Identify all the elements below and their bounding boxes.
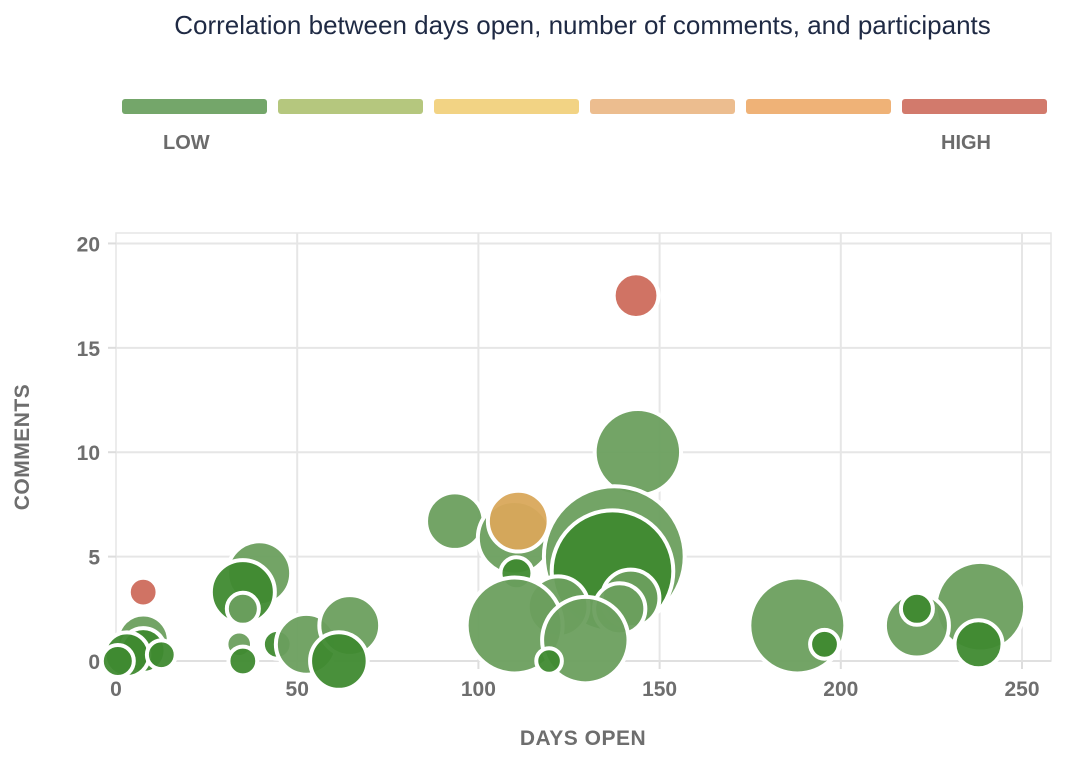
data-point	[424, 490, 486, 552]
x-tick-label: 50	[286, 678, 309, 701]
data-point	[592, 407, 684, 498]
legend-swatch-2	[278, 99, 423, 114]
data-point	[611, 271, 661, 321]
data-point	[808, 627, 841, 661]
tick-labels: 0 50 100 150 200 250 0 5 10 15 20	[77, 233, 1040, 701]
data-point	[485, 488, 551, 554]
legend-high-label: HIGH	[941, 132, 991, 154]
data-point	[898, 590, 935, 627]
legend-swatch-6	[902, 99, 1047, 114]
y-tick-label: 15	[77, 338, 101, 361]
x-axis-title: DAYS OPEN	[520, 727, 646, 750]
data-point	[952, 618, 1005, 671]
x-tick-label: 150	[642, 678, 677, 701]
legend-swatch-1	[122, 99, 267, 114]
y-axis-title: COMMENTS	[11, 384, 34, 511]
x-tick-label: 100	[461, 678, 496, 701]
data-point	[226, 644, 260, 678]
data-point	[224, 590, 261, 627]
legend-swatch-4	[590, 99, 735, 114]
data-point	[126, 575, 160, 609]
x-tick-label: 0	[110, 678, 122, 701]
y-tick-label: 0	[88, 651, 100, 674]
data-point	[99, 643, 136, 679]
data-point	[534, 646, 564, 676]
x-tick-label: 250	[1004, 678, 1039, 701]
legend-low-label: LOW	[163, 132, 210, 154]
chart-title: Correlation between days open, number of…	[174, 10, 991, 40]
y-tick-label: 10	[77, 442, 100, 465]
data-point	[308, 630, 370, 692]
bubbles	[99, 271, 1028, 692]
x-tick-label: 200	[823, 678, 858, 701]
y-tick-label: 5	[88, 547, 100, 570]
legend-swatch-3	[434, 99, 579, 114]
y-tick-label: 20	[77, 233, 100, 256]
data-point	[144, 638, 178, 672]
legend-swatch-5	[746, 99, 891, 114]
